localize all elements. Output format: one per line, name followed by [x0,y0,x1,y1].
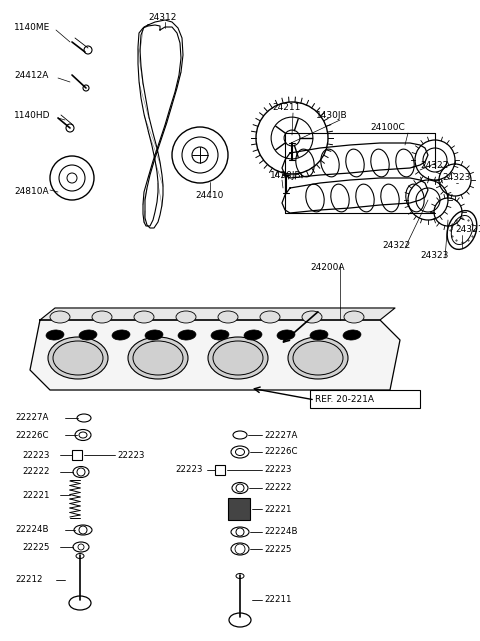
Text: 1430JB: 1430JB [316,110,348,119]
Text: 22223: 22223 [175,465,203,474]
Text: 22223: 22223 [22,451,49,460]
Ellipse shape [211,330,229,340]
Ellipse shape [344,311,364,323]
Bar [215,465,225,475]
Text: 24322: 24322 [382,240,410,249]
Text: 24100C: 24100C [370,124,405,133]
Text: 22221: 22221 [264,504,291,513]
Text: 24321: 24321 [455,226,480,235]
Ellipse shape [112,330,130,340]
Ellipse shape [48,337,108,379]
Bar [228,498,250,520]
Text: 24323: 24323 [442,174,470,183]
Text: 22224B: 22224B [15,526,48,535]
Text: 22227A: 22227A [264,431,298,440]
Bar [72,450,82,460]
Text: REF. 20-221A: REF. 20-221A [315,394,374,403]
Text: 22224B: 22224B [264,528,298,537]
Ellipse shape [244,330,262,340]
Text: 22222: 22222 [22,467,49,476]
Text: 22225: 22225 [264,544,291,553]
Ellipse shape [208,337,268,379]
Ellipse shape [145,330,163,340]
Ellipse shape [50,311,70,323]
Text: 22226C: 22226C [264,447,298,456]
Ellipse shape [288,337,348,379]
Ellipse shape [218,311,238,323]
Ellipse shape [178,330,196,340]
Ellipse shape [277,330,295,340]
Ellipse shape [92,311,112,323]
Text: 24412A: 24412A [14,71,48,79]
Polygon shape [30,320,400,390]
Text: 24323: 24323 [420,251,448,260]
Text: 22225: 22225 [22,542,49,551]
Ellipse shape [46,330,64,340]
Text: 22223: 22223 [117,451,144,460]
Ellipse shape [134,311,154,323]
Text: 22221: 22221 [22,490,49,499]
Ellipse shape [176,311,196,323]
Text: 22223: 22223 [264,465,291,474]
Ellipse shape [79,330,97,340]
Bar [310,390,420,408]
Ellipse shape [310,330,328,340]
Text: 22222: 22222 [264,483,291,492]
Text: 24810A: 24810A [14,188,48,197]
Ellipse shape [302,311,322,323]
Text: 22227A: 22227A [15,413,48,422]
Text: 24312: 24312 [148,13,176,22]
Text: 22212: 22212 [15,576,43,585]
Polygon shape [40,308,395,320]
Ellipse shape [343,330,361,340]
Text: 24211: 24211 [272,103,300,113]
Text: 1140HD: 1140HD [14,110,50,119]
Ellipse shape [260,311,280,323]
Text: 22226C: 22226C [15,431,48,440]
Text: 1140ME: 1140ME [14,24,50,33]
Text: 1430JB: 1430JB [270,171,301,179]
Text: 24322: 24322 [420,160,448,169]
Text: 22211: 22211 [264,595,291,604]
Text: 24410: 24410 [195,190,223,199]
Ellipse shape [128,337,188,379]
Text: 24200A: 24200A [310,263,345,272]
